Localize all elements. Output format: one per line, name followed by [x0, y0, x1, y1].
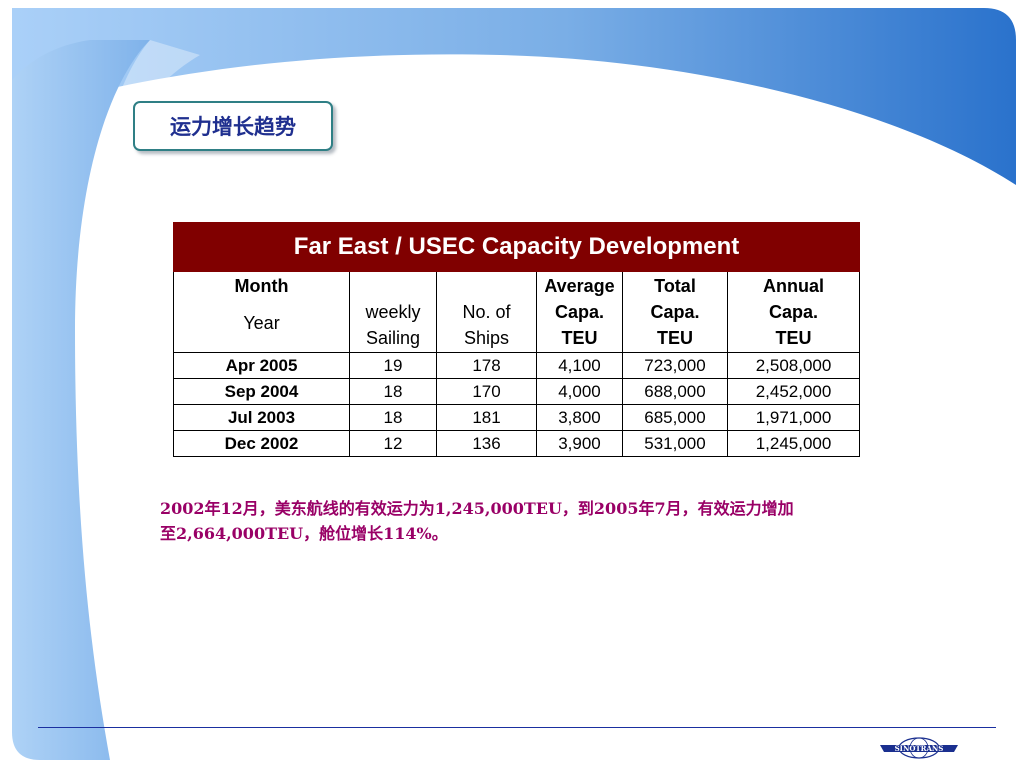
cell-avg: 3,900: [536, 430, 623, 457]
cell-ships: 136: [436, 430, 537, 457]
table-header-row: Month Year weekly Sailing No. of Ships A…: [173, 271, 861, 353]
header-weekly-2: Sailing: [365, 328, 421, 348]
header-avg-1: Average: [544, 276, 615, 296]
header-no-of-ships: No. of Ships: [436, 271, 537, 353]
logo-text: SINOTRANS: [895, 744, 944, 753]
header-weekly-sailing: weekly Sailing: [349, 271, 437, 353]
cell-date: Dec 2002: [173, 430, 350, 457]
cell-annual: 1,245,000: [726, 430, 861, 457]
cell-annual: 2,452,000: [726, 378, 861, 405]
slide-title: 运力增长趋势: [170, 115, 296, 139]
cell-ships: 181: [436, 404, 537, 431]
header-annual-capa: Annual Capa. TEU: [726, 271, 861, 353]
cell-date: Jul 2003: [173, 404, 350, 431]
cell-weekly: 19: [349, 352, 437, 379]
cell-weekly: 18: [349, 378, 437, 405]
header-total-3: TEU: [657, 328, 693, 348]
capacity-table: Far East / USEC Capacity Development Mon…: [172, 222, 861, 457]
header-average-capa: Average Capa. TEU: [536, 271, 623, 353]
cell-avg: 4,000: [536, 378, 623, 405]
cell-date: Apr 2005: [173, 352, 350, 379]
cell-total: 531,000: [622, 430, 728, 457]
header-total-2: Capa.: [650, 302, 700, 322]
cell-ships: 170: [436, 378, 537, 405]
cell-date: Sep 2004: [173, 378, 350, 405]
header-annual-2: Capa.: [769, 302, 819, 322]
cell-total: 688,000: [622, 378, 728, 405]
cell-avg: 4,100: [536, 352, 623, 379]
header-avg-3: TEU: [561, 328, 598, 348]
note-line-2: 至2,664,000TEU，舱位增长114%。: [160, 524, 448, 543]
sinotrans-logo: SINOTRANS: [880, 737, 958, 759]
header-annual-3: TEU: [775, 328, 812, 348]
header-ships-2: Ships: [463, 328, 510, 348]
table-row: Apr 2005 19 178 4,100 723,000 2,508,000: [173, 352, 861, 379]
cell-total: 685,000: [622, 404, 728, 431]
table-row: Jul 2003 18 181 3,800 685,000 1,971,000: [173, 404, 861, 431]
header-year: Year: [243, 313, 280, 333]
header-total-capa: Total Capa. TEU: [622, 271, 728, 353]
table-title: Far East / USEC Capacity Development: [172, 222, 861, 272]
cell-total: 723,000: [622, 352, 728, 379]
header-weekly-1: weekly: [365, 302, 421, 322]
header-month-year: Month Year: [173, 271, 350, 353]
table-row: Dec 2002 12 136 3,900 531,000 1,245,000: [173, 430, 861, 457]
note-line-1: 2002年12月，美东航线的有效运力为1,245,000TEU，到2005年7月…: [160, 499, 794, 518]
table-row: Sep 2004 18 170 4,000 688,000 2,452,000: [173, 378, 861, 405]
slide-title-box: 运力增长趋势: [133, 101, 333, 151]
cell-ships: 178: [436, 352, 537, 379]
header-annual-1: Annual: [763, 276, 825, 296]
footer-divider: [38, 727, 996, 728]
cell-annual: 1,971,000: [726, 404, 861, 431]
cell-annual: 2,508,000: [726, 352, 861, 379]
cell-weekly: 12: [349, 430, 437, 457]
cell-avg: 3,800: [536, 404, 623, 431]
header-avg-2: Capa.: [554, 302, 605, 322]
header-month: Month: [234, 276, 289, 296]
header-total-1: Total: [654, 276, 696, 296]
header-ships-1: No. of: [462, 302, 511, 322]
capacity-note: 2002年12月，美东航线的有效运力为1,245,000TEU，到2005年7月…: [160, 496, 880, 546]
cell-weekly: 18: [349, 404, 437, 431]
